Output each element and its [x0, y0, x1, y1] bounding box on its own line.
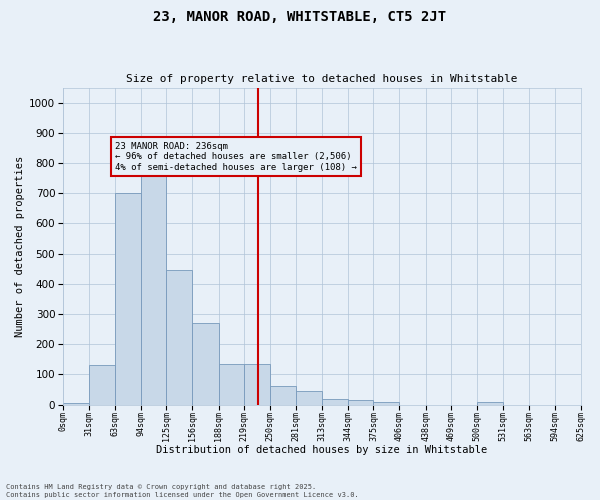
Bar: [348, 400, 373, 404]
Bar: [89, 366, 115, 405]
Y-axis label: Number of detached properties: Number of detached properties: [15, 156, 25, 336]
Bar: [115, 193, 141, 404]
Bar: [63, 403, 89, 404]
Bar: [141, 170, 166, 404]
Text: 23 MANOR ROAD: 236sqm
← 96% of detached houses are smaller (2,506)
4% of semi-de: 23 MANOR ROAD: 236sqm ← 96% of detached …: [115, 142, 357, 172]
Bar: [296, 391, 322, 404]
Bar: [192, 323, 218, 404]
Text: 23, MANOR ROAD, WHITSTABLE, CT5 2JT: 23, MANOR ROAD, WHITSTABLE, CT5 2JT: [154, 10, 446, 24]
Text: Contains HM Land Registry data © Crown copyright and database right 2025.
Contai: Contains HM Land Registry data © Crown c…: [6, 484, 359, 498]
Bar: [166, 270, 192, 404]
Bar: [244, 364, 270, 405]
Title: Size of property relative to detached houses in Whitstable: Size of property relative to detached ho…: [126, 74, 517, 84]
Bar: [218, 364, 244, 405]
Bar: [477, 402, 503, 404]
Bar: [373, 402, 399, 404]
Bar: [322, 398, 348, 404]
Bar: [270, 386, 296, 404]
X-axis label: Distribution of detached houses by size in Whitstable: Distribution of detached houses by size …: [156, 445, 487, 455]
